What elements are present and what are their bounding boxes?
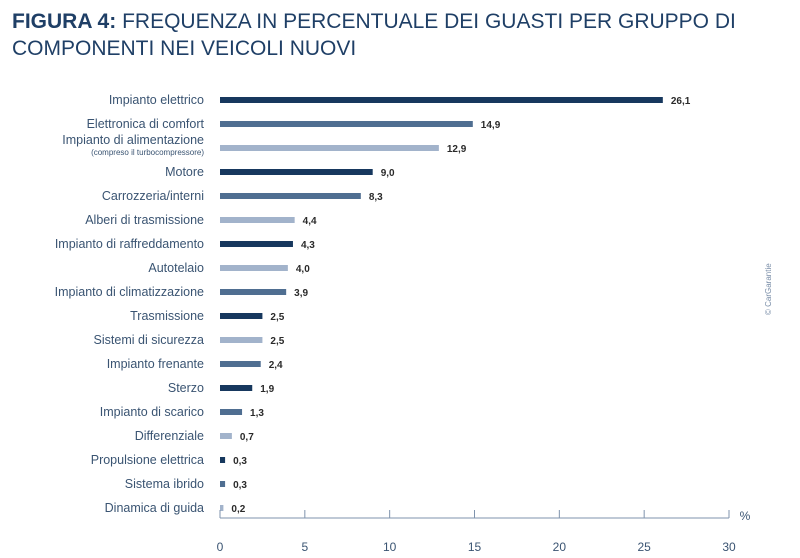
category-label: Motore	[165, 165, 204, 179]
category-label: Sistemi di sicurezza	[94, 333, 204, 347]
value-label: 1,3	[250, 408, 264, 419]
value-label: 2,4	[269, 360, 283, 371]
category-label: Impianto frenante	[107, 357, 204, 371]
bar	[220, 481, 226, 487]
bar	[220, 145, 439, 151]
bar	[220, 217, 295, 223]
category-label: Dinamica di guida	[105, 501, 204, 515]
value-label: 26,1	[671, 96, 691, 107]
category-label: Autotelaio	[148, 261, 204, 275]
value-label: 2,5	[270, 336, 284, 347]
value-label: 9,0	[381, 168, 395, 179]
x-tick-label: 20	[553, 540, 567, 554]
category-label: Impianto elettrico	[109, 93, 204, 107]
value-label: 0,7	[240, 432, 254, 443]
value-label: 3,9	[294, 288, 308, 299]
bar	[220, 361, 261, 367]
value-label: 2,5	[270, 312, 284, 323]
value-label: 0,2	[231, 504, 245, 515]
x-tick-label: 0	[217, 540, 224, 554]
bar	[220, 193, 361, 199]
category-label: Alberi di trasmissione	[85, 213, 204, 227]
bar	[220, 169, 373, 175]
category-label: Sterzo	[168, 381, 204, 395]
bar	[220, 265, 288, 271]
value-label: 14,9	[481, 120, 501, 131]
x-tick-label: 25	[637, 540, 651, 554]
category-label: Carrozzeria/interni	[102, 189, 204, 203]
bar	[220, 97, 663, 103]
x-tick-label: 10	[383, 540, 397, 554]
x-tick-label: 5	[301, 540, 308, 554]
bar	[220, 433, 232, 439]
figure-number: FIGURA 4:	[12, 10, 117, 33]
category-label: Sistema ibrido	[125, 477, 204, 491]
title-text: FREQUENZA IN PERCENTUALE DEI GUASTI PER …	[12, 10, 736, 60]
value-label: 4,3	[301, 240, 315, 251]
category-label: Differenziale	[135, 429, 204, 443]
value-label: 1,9	[260, 384, 274, 395]
category-label: Trasmissione	[130, 309, 204, 323]
category-label: Propulsione elettrica	[91, 453, 204, 467]
value-label: 4,0	[296, 264, 310, 275]
bar	[220, 505, 224, 511]
bar	[220, 385, 253, 391]
bar	[220, 457, 226, 463]
value-label: 8,3	[369, 192, 383, 203]
category-label: Elettronica di comfort	[87, 117, 205, 131]
bar	[220, 241, 293, 247]
value-label: 4,4	[303, 216, 317, 227]
category-label: Impianto di climatizzazione	[55, 285, 204, 299]
category-label: Impianto di scarico	[100, 405, 204, 419]
x-axis-unit: %	[740, 509, 751, 523]
value-label: 12,9	[447, 144, 467, 155]
bar	[220, 337, 263, 343]
category-label: Impianto di alimentazione	[62, 133, 204, 147]
bar	[220, 313, 263, 319]
bar	[220, 409, 243, 415]
x-tick-label: 30	[722, 540, 736, 554]
chart-title: FIGURA 4: FREQUENZA IN PERCENTUALE DEI G…	[12, 8, 787, 62]
value-label: 0,3	[233, 456, 247, 467]
bar	[220, 289, 287, 295]
x-tick-label: 15	[468, 540, 482, 554]
value-label: 0,3	[233, 480, 247, 491]
bar	[220, 121, 473, 127]
category-label: Impianto di raffreddamento	[55, 237, 204, 251]
category-note: (compreso il turbocompressore)	[91, 148, 204, 157]
